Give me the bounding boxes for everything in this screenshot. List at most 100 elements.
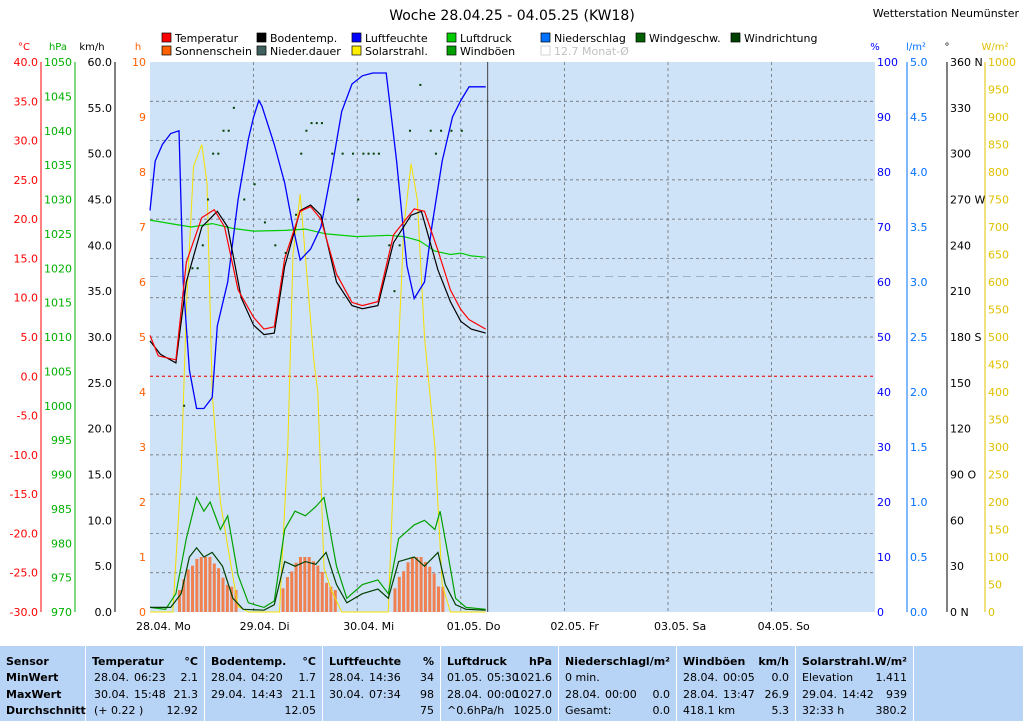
dir-tick-label: 210 xyxy=(950,285,971,298)
legend-label: Solarstrahl. xyxy=(365,45,428,58)
rain-tick-label: 1.5 xyxy=(910,441,928,454)
avg-value: 0.0 xyxy=(652,704,671,717)
max-date: 28.04. xyxy=(565,688,600,701)
dir-tick-label: 60 xyxy=(950,514,964,527)
sunshine-bars xyxy=(177,557,445,612)
dir-tick-label: 120 xyxy=(950,423,971,436)
wind-tick-label: 5.0 xyxy=(95,560,113,573)
pressure-tick-label: 975 xyxy=(51,572,72,585)
weather-chart: 40.035.030.025.020.015.010.05.00.0-5.0-1… xyxy=(10,7,1020,633)
wind-tick-label: 55.0 xyxy=(88,102,113,115)
solar-tick-label: 450 xyxy=(988,359,1009,372)
stats-panel: Temperatur °C 28.04. 06:23 2.1 30.04. 15:48 21.… xyxy=(86,646,205,721)
wind-direction-dot xyxy=(352,152,355,155)
legend-label: Windböen xyxy=(460,45,515,58)
wind-axis-unit: km/h xyxy=(79,42,104,53)
wind-tick-label: 20.0 xyxy=(88,423,113,436)
wind-speed-line xyxy=(150,546,486,611)
pressure-tick-label: 1030 xyxy=(44,194,72,207)
humidity-tick-label: 40 xyxy=(877,386,891,399)
legend-swatch xyxy=(540,45,551,56)
solar-tick-label: 500 xyxy=(988,331,1009,344)
dir-tick-label: 360 N xyxy=(950,56,983,69)
stats-filler xyxy=(914,646,1024,721)
legend-swatch xyxy=(161,45,172,56)
wind-tick-label: 45.0 xyxy=(88,194,113,207)
sunshine-bar xyxy=(177,590,181,612)
wind-direction-dot xyxy=(274,244,277,247)
rain-tick-label: 3.5 xyxy=(910,221,928,234)
max-time: 07:34 xyxy=(369,688,401,701)
rain-tick-label: 5.0 xyxy=(910,56,928,69)
sunshine-bar xyxy=(298,557,302,612)
legend-label: 12.7 Monat-Ø xyxy=(554,45,629,58)
dir-tick-label: 0 N xyxy=(950,606,969,619)
chart-title: Woche 28.04.25 - 04.05.25 (KW18) xyxy=(389,8,635,24)
temp-tick-label: 25.0 xyxy=(14,174,39,187)
wind-direction-dot xyxy=(398,244,401,247)
sunshine-bar xyxy=(436,586,440,612)
sunshine-bar xyxy=(221,577,225,612)
dir-axis-unit: ° xyxy=(945,42,950,53)
sunshine-bar xyxy=(415,557,419,612)
legend-label: Temperatur xyxy=(174,32,239,45)
wind-direction-dot xyxy=(315,122,318,125)
legend-swatch xyxy=(256,45,267,56)
min-value: 1.411 xyxy=(875,671,908,684)
sunshine-bar xyxy=(285,577,289,612)
min-value: 2.1 xyxy=(180,671,199,684)
sun-tick-label: 8 xyxy=(139,166,146,179)
solar-tick-label: 1000 xyxy=(988,56,1016,69)
rain-tick-label: 0.5 xyxy=(910,551,928,564)
wind-direction-dot xyxy=(212,152,215,155)
sunshine-bar xyxy=(333,590,337,612)
min-time: 14:36 xyxy=(369,671,401,684)
wind-tick-label: 35.0 xyxy=(88,285,113,298)
wind-direction-dot xyxy=(331,152,334,155)
solar-tick-label: 650 xyxy=(988,249,1009,262)
wind-direction-dot xyxy=(305,129,308,132)
wind-direction-dot xyxy=(419,83,422,86)
max-time: 14:42 xyxy=(842,688,874,701)
legend-swatch xyxy=(161,32,172,43)
solar-axis-unit: W/m² xyxy=(981,42,1008,53)
max-date: 28.04. xyxy=(447,688,482,701)
wind-direction-dot xyxy=(393,290,396,293)
min-date: 28.04. xyxy=(94,671,129,684)
stats-panel: Windböen km/h 28.04. 00:05 0.0 28.04. 13:47 26.… xyxy=(677,646,796,721)
solar-tick-label: 50 xyxy=(988,579,1002,592)
dir-tick-label: 270 W xyxy=(950,194,985,207)
sunshine-bar xyxy=(195,558,199,612)
row-label-max: MaxWert xyxy=(6,688,62,701)
wind-direction-dot xyxy=(434,152,437,155)
sunshine-bar xyxy=(303,557,307,612)
panel-unit: hPa xyxy=(528,655,552,668)
rain-tick-label: 1.0 xyxy=(910,496,928,509)
avg-value: 75 xyxy=(420,704,434,717)
wind-direction-dot xyxy=(409,129,411,132)
panel-title: Solarstrahl. xyxy=(802,655,875,668)
grid xyxy=(150,62,875,612)
min-date: 28.04. xyxy=(211,671,246,684)
avg-note: 32:33 h xyxy=(802,704,845,717)
min-date: 01.05. xyxy=(447,671,482,684)
max-date: 28.04. xyxy=(683,688,718,701)
humidity-tick-label: 30 xyxy=(877,441,891,454)
sun-tick-label: 5 xyxy=(139,331,146,344)
sunshine-bar xyxy=(230,586,234,612)
row-label-sensor: Sensor xyxy=(6,655,49,668)
dir-tick-label: 330 xyxy=(950,102,971,115)
sunshine-bar xyxy=(329,586,333,612)
wind-direction-dot xyxy=(372,152,375,155)
wind-direction-dot xyxy=(357,198,360,201)
solar-tick-label: 200 xyxy=(988,496,1009,509)
max-date: 30.04. xyxy=(94,688,129,701)
x-day-label: 04.05. So xyxy=(758,620,810,633)
stats-panel: Luftfeuchte% 28.04. 14:36 34 30.04. 07:34 98 75 xyxy=(323,646,441,721)
solar-tick-label: 950 xyxy=(988,84,1009,97)
wind-direction-dot xyxy=(253,183,256,186)
avg-value: 380.2 xyxy=(875,704,908,717)
stats-panel: Bodentemp. °C 28.04. 04:20 1.7 29.04. 14:43 21.… xyxy=(205,646,323,721)
dir-tick-label: 180 S xyxy=(950,331,981,344)
wind-direction-dot xyxy=(362,152,365,155)
